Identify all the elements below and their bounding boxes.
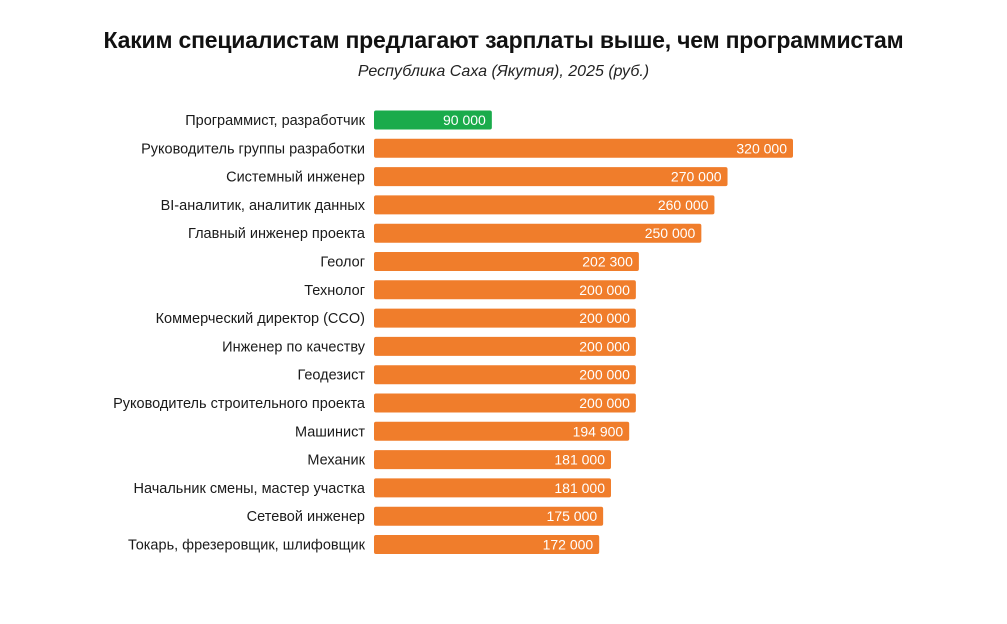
bar [374,195,715,215]
chart-title: Каким специалистам предлагают зарплаты в… [103,27,904,53]
value-label: 270 000 [671,169,722,185]
value-label: 200 000 [579,367,630,383]
category-label: Токарь, фрезеровщик, шлифовщик [128,538,366,554]
value-label: 320 000 [736,140,787,156]
value-label: 260 000 [658,197,709,213]
bar [374,280,636,300]
category-label: Сетевой инженер [247,509,365,525]
category-label: Главный инженер проекта [188,226,366,242]
category-label: Программист, разработчик [185,113,365,129]
category-label: Инженер по качеству [222,339,366,355]
category-label: Коммерческий директор (CCO) [156,311,365,327]
category-label: Машинист [295,424,365,440]
chart-subtitle: Республика Саха (Якутия), 2025 (руб.) [357,63,650,80]
bar [374,336,636,356]
bar [374,365,636,385]
bar [374,167,728,187]
value-label: 194 900 [573,423,624,439]
bar [374,393,636,413]
bar [374,223,702,243]
value-label: 250 000 [645,225,696,241]
value-label: 200 000 [579,282,630,298]
value-label: 202 300 [582,254,633,270]
category-label: Руководитель строительного проекта [113,396,366,412]
value-label: 181 000 [554,452,605,468]
category-label: Геодезист [297,368,365,384]
category-label: Технолог [304,283,365,299]
category-label: Механик [307,453,365,469]
value-label: 90 000 [443,112,486,128]
bar [374,478,611,498]
value-label: 200 000 [579,310,630,326]
value-label: 200 000 [579,338,630,354]
category-label: BI-аналитик, аналитик данных [161,198,366,214]
category-label: Начальник смены, мастер участка [133,481,365,497]
category-label: Руководитель группы разработки [141,141,365,157]
bar [374,110,492,130]
bar [374,535,600,554]
bar [374,450,611,470]
bar [374,252,639,271]
value-label: 175 000 [547,508,598,524]
value-label: 200 000 [579,395,630,411]
bar [374,308,636,328]
bar [374,421,630,441]
bar [374,506,604,526]
category-label: Системный инженер [226,170,365,186]
value-label: 172 000 [543,537,594,553]
bar [374,138,793,158]
category-label: Геолог [320,255,365,271]
value-label: 181 000 [554,480,605,496]
